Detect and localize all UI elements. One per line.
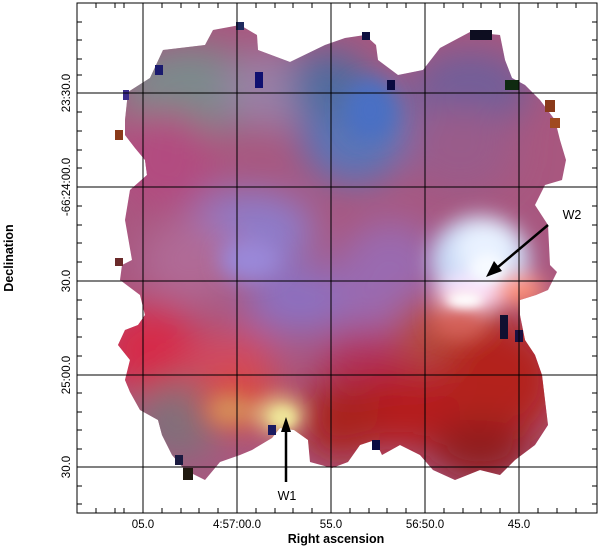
- nebula-image: [118, 25, 566, 480]
- y-tick-labels: 23:30.0 -66:24:00.0 30.0 25:00.0 30.0: [61, 74, 73, 478]
- x-tick-labels: 05.0 4:57:00.0 55.0 56:50.0 45.0: [132, 519, 530, 531]
- marker-w1: W1: [278, 417, 297, 503]
- y-tick-label: -66:24:00.0: [61, 158, 73, 216]
- x-tick-label: 55.0: [320, 519, 342, 531]
- y-tick-label: 23:30.0: [61, 74, 73, 112]
- plot-frame: [76, 2, 598, 514]
- minor-ticks: [77, 3, 597, 513]
- edge-pixels: [115, 22, 560, 480]
- marker-label-w2: W2: [563, 208, 582, 222]
- marker-label-w1: W1: [278, 489, 297, 503]
- x-axis-title: Right ascension: [288, 532, 385, 546]
- y-tick-label: 30.0: [61, 456, 73, 478]
- x-tick-label: 4:57:00.0: [213, 519, 261, 531]
- y-tick-label: 30.0: [61, 270, 73, 292]
- coordinate-grid: [77, 3, 597, 513]
- y-axis-title: Declination: [2, 224, 16, 291]
- x-tick-label: 05.0: [132, 519, 154, 531]
- marker-w2: W2: [486, 208, 581, 277]
- x-tick-label: 45.0: [508, 519, 530, 531]
- x-tick-label: 56:50.0: [406, 519, 444, 531]
- y-tick-label: 25:00.0: [61, 356, 73, 394]
